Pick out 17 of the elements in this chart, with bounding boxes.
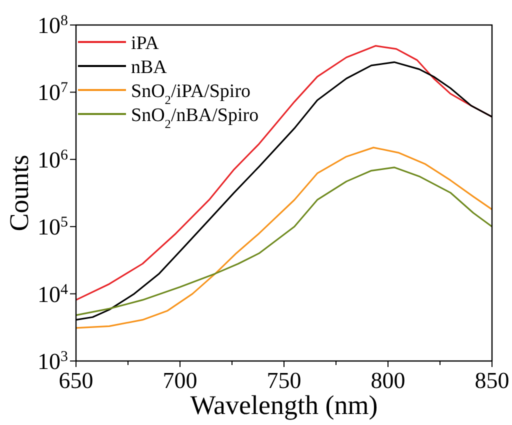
x-tick-label: 800 [370,368,406,393]
legend-label: SnO$_{2}$/nBA/Spiro [131,105,259,131]
x-tick-label: 850 [474,368,510,393]
x-tick-label: 750 [266,368,302,393]
y-tick-label: 10$^{6}$ [38,147,69,172]
y-axis-title: Counts [4,154,34,232]
legend-label: iPA [131,33,160,54]
y-tick-label: 10$^{7}$ [38,80,69,106]
y-tick-label: 10$^{8}$ [38,13,68,38]
y-tick-label: 10$^{4}$ [38,282,69,307]
line-series [75,166,493,316]
x-axis-title: Wavelength (nm) [190,390,378,420]
y-tick-label: 10$^{5}$ [38,214,68,240]
line-series [75,146,493,329]
legend-label: SnO$_{2}$/iPA/Spiro [131,81,251,107]
legend-label: nBA [131,57,168,78]
x-tick-label: 700 [162,368,198,393]
